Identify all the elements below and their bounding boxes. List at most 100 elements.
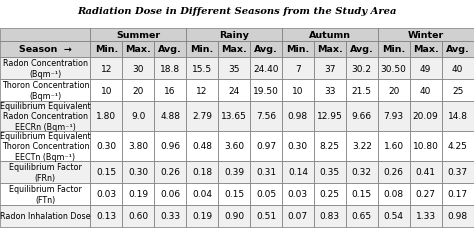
Text: Min.: Min. <box>382 45 405 54</box>
Text: 0.54: 0.54 <box>383 211 404 220</box>
Bar <box>122 183 154 205</box>
Text: Equilibrium Equivalent
Radon Concentration
EECRn (Bqm⁻¹): Equilibrium Equivalent Radon Concentrati… <box>0 102 91 131</box>
Bar <box>346 41 378 58</box>
Bar <box>250 80 282 101</box>
Bar <box>218 58 250 80</box>
Text: 25: 25 <box>452 86 463 95</box>
Text: 0.90: 0.90 <box>224 211 244 220</box>
Bar <box>410 161 442 183</box>
Text: 0.97: 0.97 <box>256 142 276 151</box>
Bar <box>0 183 91 205</box>
Text: 0.18: 0.18 <box>192 168 212 177</box>
Bar <box>282 183 314 205</box>
Bar <box>314 58 346 80</box>
Bar <box>378 58 410 80</box>
Bar <box>154 131 186 161</box>
Bar <box>346 205 378 227</box>
Bar <box>218 101 250 131</box>
Text: 1.33: 1.33 <box>416 211 436 220</box>
Bar <box>314 161 346 183</box>
Bar <box>410 80 442 101</box>
Text: Equilibrium Factor
(FTn): Equilibrium Factor (FTn) <box>9 184 82 204</box>
Text: Rainy: Rainy <box>219 31 249 40</box>
Bar <box>0 58 91 80</box>
Bar <box>442 183 474 205</box>
Text: 0.30: 0.30 <box>128 168 148 177</box>
Bar <box>346 58 378 80</box>
Bar <box>250 161 282 183</box>
Text: 49: 49 <box>420 64 431 73</box>
Bar <box>0 41 91 58</box>
Bar <box>314 101 346 131</box>
Text: Avg.: Avg. <box>254 45 278 54</box>
Bar <box>346 161 378 183</box>
Text: Equilibrium Factor
(FRn): Equilibrium Factor (FRn) <box>9 163 82 182</box>
Text: 4.25: 4.25 <box>447 142 467 151</box>
Bar <box>346 80 378 101</box>
Bar <box>378 131 410 161</box>
Bar <box>154 205 186 227</box>
Bar <box>250 41 282 58</box>
Bar <box>122 131 154 161</box>
Text: 24.40: 24.40 <box>253 64 279 73</box>
Bar <box>346 183 378 205</box>
Bar <box>282 161 314 183</box>
Text: 0.04: 0.04 <box>192 190 212 199</box>
Text: 37: 37 <box>324 64 336 73</box>
Text: 0.19: 0.19 <box>192 211 212 220</box>
Text: 0.41: 0.41 <box>416 168 436 177</box>
Text: 0.65: 0.65 <box>352 211 372 220</box>
Text: 0.39: 0.39 <box>224 168 244 177</box>
Text: 0.17: 0.17 <box>447 190 468 199</box>
Text: 4.88: 4.88 <box>160 112 180 121</box>
Text: 20: 20 <box>133 86 144 95</box>
Bar <box>154 41 186 58</box>
Text: 14.8: 14.8 <box>447 112 467 121</box>
Text: 35: 35 <box>228 64 240 73</box>
Bar <box>378 29 474 41</box>
Bar <box>410 58 442 80</box>
Bar <box>250 183 282 205</box>
Text: 3.60: 3.60 <box>224 142 244 151</box>
Text: 24: 24 <box>228 86 240 95</box>
Bar <box>410 41 442 58</box>
Text: Max.: Max. <box>221 45 247 54</box>
Bar <box>346 131 378 161</box>
Bar <box>186 183 218 205</box>
Text: 3.80: 3.80 <box>128 142 148 151</box>
Text: Radiation Dose in Different Seasons from the Study Area: Radiation Dose in Different Seasons from… <box>77 7 397 16</box>
Text: 21.5: 21.5 <box>352 86 372 95</box>
Text: 18.8: 18.8 <box>160 64 180 73</box>
Text: Max.: Max. <box>413 45 438 54</box>
Text: Avg.: Avg. <box>158 45 182 54</box>
Text: Avg.: Avg. <box>446 45 469 54</box>
Bar <box>186 80 218 101</box>
Text: 0.15: 0.15 <box>96 168 117 177</box>
Bar <box>122 205 154 227</box>
Bar <box>154 58 186 80</box>
Text: 8.25: 8.25 <box>320 142 340 151</box>
Bar <box>314 131 346 161</box>
Bar <box>410 205 442 227</box>
Bar <box>442 80 474 101</box>
Bar <box>154 161 186 183</box>
Text: 0.98: 0.98 <box>447 211 468 220</box>
Text: 0.07: 0.07 <box>288 211 308 220</box>
Text: 7.56: 7.56 <box>256 112 276 121</box>
Text: 30.2: 30.2 <box>352 64 372 73</box>
Bar <box>282 80 314 101</box>
Bar <box>91 29 186 41</box>
Text: Equilibrium Equivalent
Thoron Concentration
EECTn (Bqm⁻¹): Equilibrium Equivalent Thoron Concentrat… <box>0 131 91 161</box>
Text: Avg.: Avg. <box>350 45 374 54</box>
Bar <box>378 183 410 205</box>
Bar <box>91 205 122 227</box>
Bar <box>282 131 314 161</box>
Bar <box>378 41 410 58</box>
Text: 13.65: 13.65 <box>221 112 247 121</box>
Bar <box>0 131 91 161</box>
Text: 12: 12 <box>196 86 208 95</box>
Bar <box>378 205 410 227</box>
Text: 10.80: 10.80 <box>413 142 438 151</box>
Text: 3.22: 3.22 <box>352 142 372 151</box>
Bar <box>186 161 218 183</box>
